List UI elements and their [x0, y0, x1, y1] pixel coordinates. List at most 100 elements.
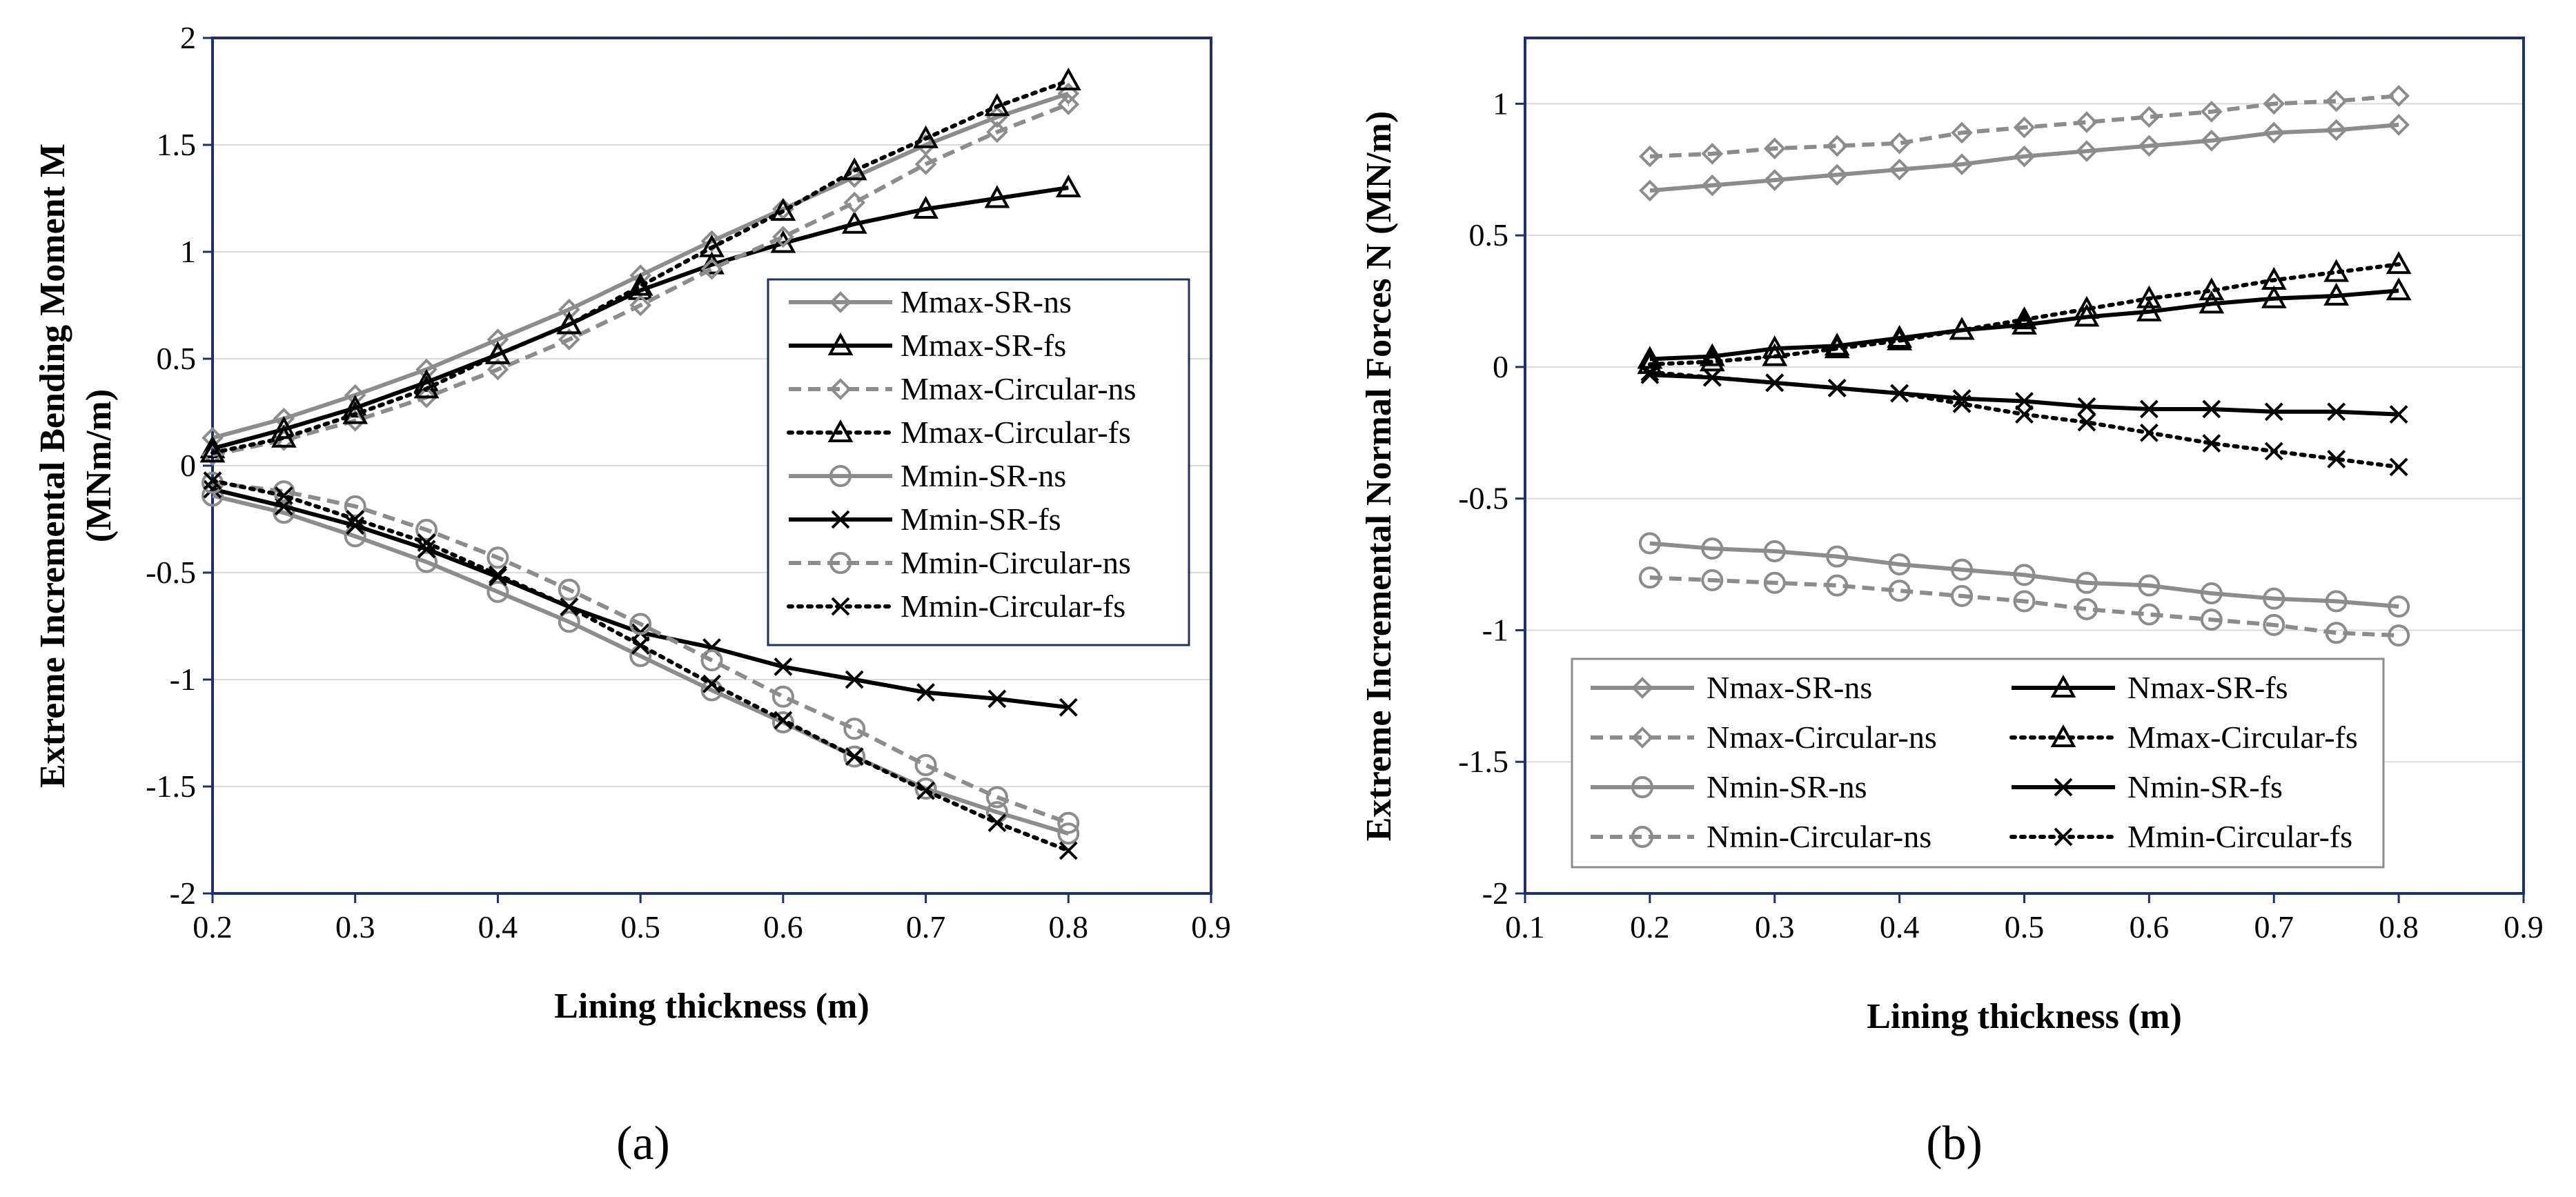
- data-point: [2013, 590, 2036, 613]
- data-point: [1888, 132, 1911, 155]
- series-line: [212, 186, 1069, 451]
- panel-label: (b): [1926, 1117, 1983, 1170]
- series-mmin-circular-fs: [1640, 363, 2408, 477]
- data-point: [841, 210, 867, 234]
- data-point: [2386, 277, 2412, 301]
- x-tick-label: 0.5: [620, 909, 660, 944]
- data-point: [558, 298, 580, 321]
- data-point: [2388, 85, 2410, 107]
- series-line: [1647, 370, 2401, 469]
- data-point: [913, 125, 938, 148]
- data-point: [2200, 609, 2223, 631]
- data-point: [1951, 584, 1974, 607]
- data-point: [271, 424, 297, 448]
- data-point: [2136, 298, 2162, 321]
- data-point: [1699, 343, 1725, 366]
- data-point: [843, 191, 866, 214]
- data-point: [1826, 164, 1849, 186]
- data-point: [1887, 327, 1913, 350]
- data-point: [1827, 379, 1847, 397]
- data-point: [2138, 603, 2161, 626]
- data-point: [1057, 93, 1080, 115]
- data-point: [700, 230, 723, 253]
- data-point: [702, 674, 721, 693]
- data-point: [1640, 363, 1660, 382]
- data-point: [1699, 348, 1725, 372]
- data-point: [2076, 140, 2098, 162]
- legend-item-mmin-circular-fs: Mmin-Circular-fs: [2009, 819, 2352, 854]
- y-tick-label: 0.5: [1469, 217, 1509, 253]
- data-point: [774, 657, 793, 676]
- x-tick-label: 0.7: [2254, 909, 2294, 944]
- legend-marker: [2050, 674, 2076, 698]
- data-point: [1762, 343, 1788, 366]
- data-point: [558, 328, 580, 350]
- data-point: [1763, 571, 1786, 594]
- data-point: [2200, 582, 2223, 605]
- data-point: [417, 540, 436, 559]
- data-point: [845, 747, 864, 766]
- data-point: [843, 718, 866, 740]
- data-point: [2325, 590, 2348, 613]
- data-point: [486, 358, 509, 381]
- data-point: [2264, 402, 2283, 422]
- data-point: [627, 273, 653, 296]
- data-point: [1890, 384, 1909, 403]
- data-point: [2075, 571, 2098, 594]
- legend-label: Mmin-SR-ns: [901, 458, 1066, 493]
- y-tick-label: 0.5: [157, 341, 197, 376]
- legend-item-nmax-sr-fs: Nmax-SR-fs: [2012, 670, 2288, 705]
- data-point: [2261, 285, 2287, 308]
- x-tick-label: 0.6: [763, 909, 803, 944]
- data-point: [2261, 266, 2287, 290]
- data-point: [415, 551, 438, 573]
- y-axis-label-units: (MNm/m): [79, 389, 119, 542]
- x-tick-label: 0.4: [1880, 909, 1920, 944]
- legend-item-mmax-circular-fs: Mmax-Circular-fs: [787, 415, 1131, 450]
- data-point: [1888, 158, 1911, 181]
- data-point: [1640, 365, 1660, 384]
- data-point: [2323, 259, 2350, 282]
- data-point: [1826, 545, 1849, 568]
- data-point: [771, 685, 794, 708]
- y-axis-label: Extreme Incremental Bending Moment M: [33, 144, 72, 788]
- data-point: [2138, 574, 2161, 597]
- data-point: [629, 264, 651, 286]
- x-tick-label: 0.7: [906, 909, 946, 944]
- data-point: [699, 234, 725, 257]
- data-point: [1055, 67, 1081, 90]
- data-point: [2012, 306, 2037, 330]
- legend-item-nmin-circular-ns: Nmin-Circular-ns: [1591, 819, 1931, 854]
- legend-label: Mmax-Circular-fs: [901, 415, 1131, 450]
- data-point: [1701, 537, 1724, 560]
- series-nmin-sr-ns: [1638, 532, 2410, 618]
- data-point: [486, 328, 509, 350]
- data-point: [2015, 392, 2034, 410]
- data-point: [629, 613, 652, 635]
- data-point: [2386, 251, 2412, 275]
- data-point: [417, 533, 436, 553]
- data-point: [2199, 277, 2225, 301]
- legend-marker: [829, 378, 852, 400]
- data-point: [1824, 335, 1850, 359]
- y-tick-label: -2: [170, 876, 196, 911]
- series-line: [212, 102, 1070, 457]
- data-point: [1057, 82, 1080, 105]
- legend-label: Nmin-SR-ns: [1707, 769, 1867, 804]
- data-point: [1701, 143, 1724, 165]
- data-point: [1637, 346, 1663, 369]
- x-tick-label: 0.8: [1049, 909, 1089, 944]
- legend-item-nmax-sr-ns: Nmax-SR-ns: [1591, 670, 1872, 705]
- legend-item-mmax-sr-ns: Mmax-SR-ns: [789, 284, 1072, 319]
- legend-marker: [1631, 726, 1653, 749]
- y-tick-label: -0.5: [1458, 481, 1508, 516]
- data-point: [913, 195, 938, 219]
- data-point: [2075, 597, 2098, 620]
- series-line: [1649, 575, 2399, 638]
- data-point: [2388, 114, 2410, 136]
- data-point: [2136, 285, 2162, 308]
- data-point: [415, 519, 438, 541]
- legend-label: Nmax-Circular-ns: [1707, 720, 1937, 755]
- legend-marker: [2054, 778, 2073, 797]
- legend-marker: [829, 552, 852, 574]
